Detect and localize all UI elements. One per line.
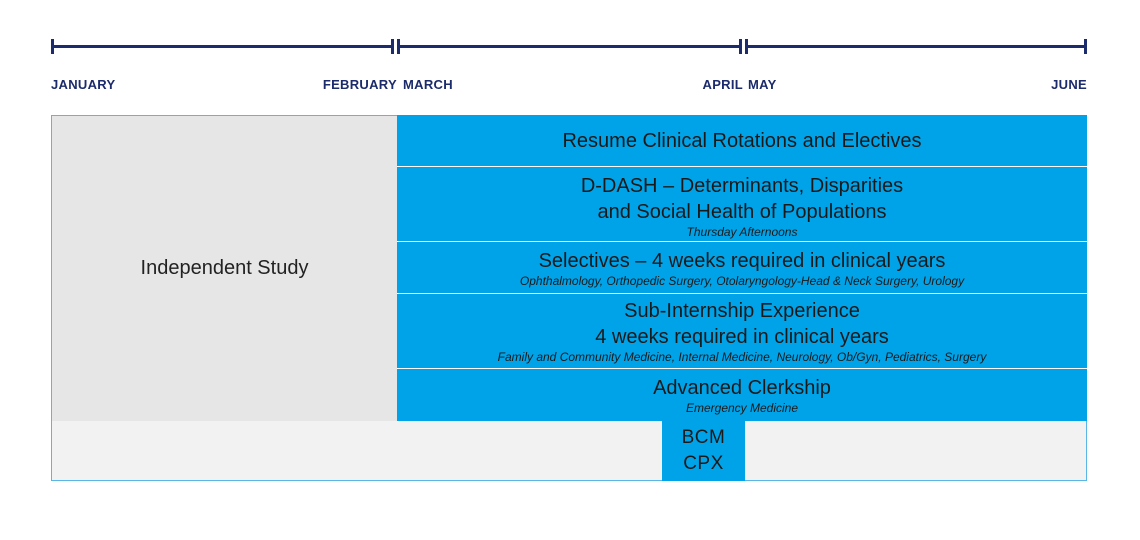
activities-block: Resume Clinical Rotations and Electives … — [397, 115, 1087, 421]
bottom-bar — [51, 420, 1087, 481]
ddash-title-line2: and Social Health of Populations — [597, 201, 887, 223]
timeline-tick-end — [1084, 39, 1087, 54]
row-advanced-clerkship: Advanced Clerkship Emergency Medicine — [397, 368, 1087, 421]
row-sub-internship: Sub-Internship Experience 4 weeks requir… — [397, 293, 1087, 368]
selectives-note: Ophthalmology, Orthopedic Surgery, Otola… — [519, 274, 965, 288]
schedule-grid: Independent Study Resume Clinical Rotati… — [51, 115, 1087, 481]
timeline-tick-feb — [391, 39, 394, 54]
month-label-february: FEBRUARY — [322, 77, 397, 92]
month-label-march: MARCH — [403, 77, 453, 92]
clinical-rotations-title: Resume Clinical Rotations and Electives — [562, 130, 922, 152]
independent-study-label: Independent Study — [140, 257, 309, 279]
row-ddash: D-DASH – Determinants, Disparities and S… — [397, 166, 1087, 241]
sub-internship-title-line1: Sub-Internship Experience — [624, 300, 860, 322]
bcm-label: BCM — [681, 427, 726, 448]
month-label-may: MAY — [748, 77, 777, 92]
timeline-segment-jan-feb — [51, 45, 393, 48]
sub-internship-title-line2: 4 weeks required in clinical years — [595, 326, 889, 348]
advanced-clerkship-note: Emergency Medicine — [685, 401, 799, 415]
advanced-clerkship-title: Advanced Clerkship — [653, 377, 831, 399]
selectives-title: Selectives – 4 weeks required in clinica… — [538, 250, 946, 272]
timeline-tick-apr — [739, 39, 742, 54]
timeline-segment-mar-apr — [397, 45, 741, 48]
timeline-segment-may-jun — [745, 45, 1087, 48]
sub-internship-note: Family and Community Medicine, Internal … — [497, 350, 987, 364]
month-label-june: JUNE — [1051, 77, 1087, 92]
row-clinical-rotations: Resume Clinical Rotations and Electives — [397, 115, 1087, 166]
month-label-april: APRIL — [702, 77, 743, 92]
independent-study-block: Independent Study — [51, 115, 397, 421]
row-selectives: Selectives – 4 weeks required in clinica… — [397, 241, 1087, 293]
month-label-january: JANUARY — [51, 77, 116, 92]
cpx-label: CPX — [683, 453, 724, 474]
ddash-title-line1: D-DASH – Determinants, Disparities — [580, 175, 904, 197]
bcm-cpx-block: BCM CPX — [662, 421, 745, 481]
ddash-note: Thursday Afternoons — [686, 225, 798, 239]
timeline: JANUARY FEBRUARY MARCH APRIL MAY JUNE — [0, 0, 1140, 110]
